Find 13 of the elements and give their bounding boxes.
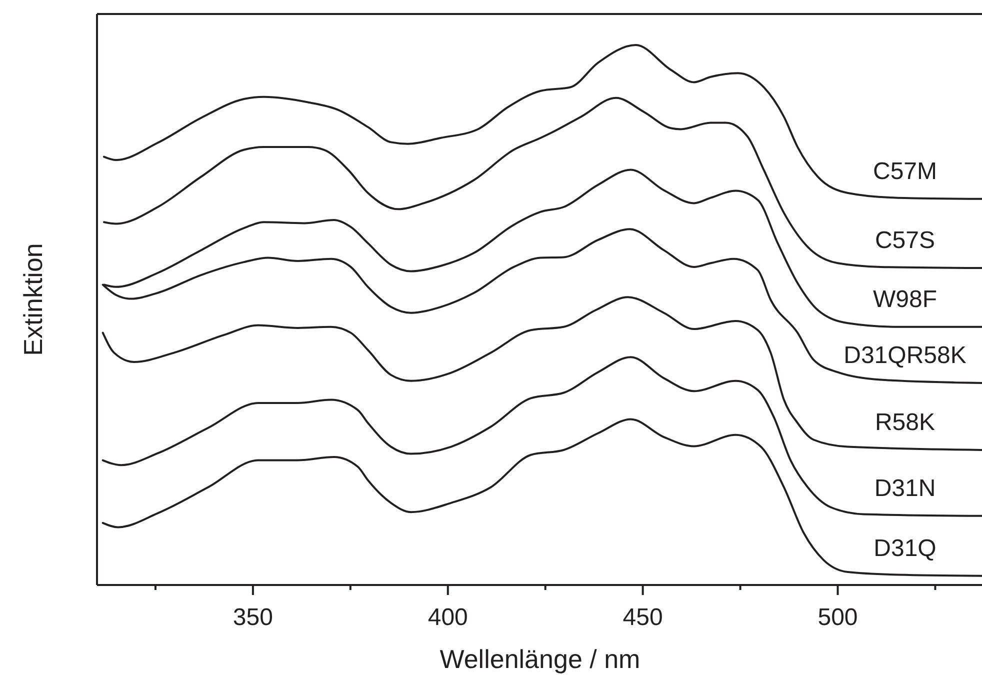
series-label: D31Q <box>874 534 936 562</box>
series-label: C57S <box>874 227 936 254</box>
series-label: W98F <box>872 286 938 313</box>
y-axis-title: Extinktion <box>18 243 48 356</box>
x-tick-label: 350 <box>232 604 273 631</box>
x-tick-label: 400 <box>428 604 468 631</box>
x-tick-label: 500 <box>818 604 858 631</box>
x-axis-title: Wellenlänge / nm <box>440 644 640 674</box>
series-label: D31QR58K <box>844 342 966 370</box>
series-label: C57M <box>872 158 938 185</box>
series-label: R58K <box>874 409 936 436</box>
x-tick-label: 450 <box>622 604 663 631</box>
series-label: D31N <box>874 474 936 502</box>
